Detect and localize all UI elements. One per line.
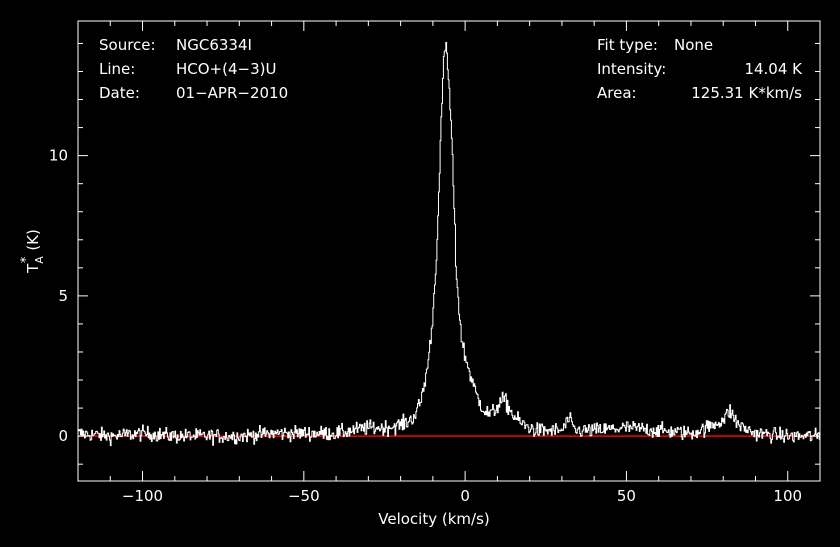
info-right-key: Fit type: (597, 36, 658, 54)
y-tick-label: 0 (58, 427, 68, 445)
x-axis-label: Velocity (km/s) (378, 510, 489, 528)
info-left-key: Line: (99, 60, 135, 78)
info-left-key: Source: (99, 36, 156, 54)
y-tick-label: 5 (58, 287, 68, 305)
x-tick-label: 0 (460, 487, 470, 505)
y-tick-label: 10 (49, 147, 68, 165)
info-right-value: 14.04 K (744, 60, 803, 78)
info-left-value: HCO+(4−3)U (176, 60, 276, 78)
info-right-key: Area: (597, 84, 637, 102)
x-tick-label: −50 (288, 487, 320, 505)
info-right-value: None (674, 36, 713, 54)
info-left-value: 01−APR−2010 (176, 84, 288, 102)
y-axis-label: TA*(K) (19, 229, 46, 274)
x-tick-label: 50 (617, 487, 636, 505)
spectrum-line (78, 42, 821, 447)
info-left-value: NGC6334I (176, 36, 252, 54)
x-tick-label: 100 (773, 487, 802, 505)
info-right-value: 125.31 K*km/s (691, 84, 802, 102)
plot-frame (77, 20, 821, 482)
info-right-key: Intensity: (597, 60, 666, 78)
x-tick-label: −100 (122, 487, 163, 505)
info-left-key: Date: (99, 84, 140, 102)
